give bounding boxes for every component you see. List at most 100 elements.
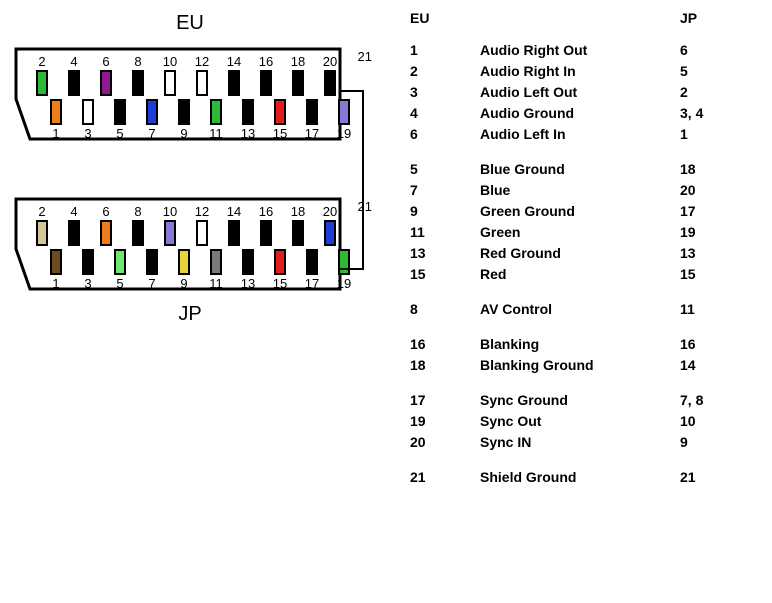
pin: [242, 99, 254, 125]
pin-cell: 11: [202, 249, 230, 290]
pin-number: 12: [195, 205, 209, 218]
pin-cell: 18: [284, 205, 312, 246]
cell-signal: Sync Out: [480, 411, 680, 432]
pin-cell: 15: [266, 99, 294, 140]
pin-number: 6: [102, 55, 109, 68]
pinout-table: EU JP 1Audio Right Out62Audio Right In53…: [410, 10, 762, 488]
cell-eu: 9: [410, 201, 480, 222]
table-row: 16Blanking16: [410, 334, 762, 355]
pin-number: 11: [209, 127, 223, 140]
eu-connector: 2468101214161820 135791113151719 21: [10, 39, 350, 149]
pin: [146, 249, 158, 275]
cell-jp: 2: [680, 82, 730, 103]
cell-eu: 21: [410, 467, 480, 488]
table-body: 1Audio Right Out62Audio Right In53Audio …: [410, 40, 762, 488]
cell-jp: 20: [680, 180, 730, 201]
cell-eu: 11: [410, 222, 480, 243]
pin: [164, 70, 176, 96]
cell-signal: Audio Left In: [480, 124, 680, 145]
pin-number: 19: [337, 277, 351, 290]
pin-cell: 6: [92, 205, 120, 246]
pin-number: 9: [180, 277, 187, 290]
pin-number: 7: [148, 277, 155, 290]
cell-signal: Sync IN: [480, 432, 680, 453]
group-gap: [410, 320, 762, 334]
pin: [132, 220, 144, 246]
pin-number: 15: [273, 127, 287, 140]
group-gap: [410, 145, 762, 159]
cell-eu: 8: [410, 299, 480, 320]
pin-cell: 2: [28, 205, 56, 246]
pin-number: 11: [209, 277, 223, 290]
cell-signal: Blanking Ground: [480, 355, 680, 376]
pin-number: 7: [148, 127, 155, 140]
pin-cell: 14: [220, 205, 248, 246]
hdr-sig: [480, 10, 680, 26]
pin-cell: 4: [60, 55, 88, 96]
pin-number: 13: [241, 127, 255, 140]
pin: [114, 249, 126, 275]
pin-cell: 9: [170, 99, 198, 140]
pin-cell: 12: [188, 205, 216, 246]
jp-label: JP: [10, 303, 370, 326]
pin-cell: 18: [284, 55, 312, 96]
pin-number: 13: [241, 277, 255, 290]
table-row: 9Green Ground17: [410, 201, 762, 222]
cell-jp: 15: [680, 264, 730, 285]
pin: [36, 70, 48, 96]
cell-signal: Audio Ground: [480, 103, 680, 124]
cell-jp: 11: [680, 299, 730, 320]
pin-number: 5: [116, 127, 123, 140]
pin: [178, 249, 190, 275]
cell-eu: 3: [410, 82, 480, 103]
cell-jp: 13: [680, 243, 730, 264]
pin: [100, 70, 112, 96]
pin: [306, 99, 318, 125]
hdr-jp: JP: [680, 10, 730, 26]
pin-number: 2: [38, 55, 45, 68]
pin-number: 18: [291, 55, 305, 68]
cell-eu: 7: [410, 180, 480, 201]
cell-eu: 20: [410, 432, 480, 453]
table-row: 15Red15: [410, 264, 762, 285]
table-header: EU JP: [410, 10, 762, 26]
group-gap: [410, 285, 762, 299]
pin-number: 15: [273, 277, 287, 290]
cell-signal: Green Ground: [480, 201, 680, 222]
cell-signal: Green: [480, 222, 680, 243]
pin: [260, 220, 272, 246]
pin-number: 16: [259, 205, 273, 218]
cell-jp: 1: [680, 124, 730, 145]
cell-eu: 2: [410, 61, 480, 82]
table-row: 11Green19: [410, 222, 762, 243]
eu-pin21-label: 21: [358, 49, 372, 64]
pin-number: 6: [102, 205, 109, 218]
main-layout: EU 2468101214161820 135791113151719 21 2…: [10, 10, 762, 488]
pin-cell: 5: [106, 249, 134, 290]
table-row: 21Shield Ground21: [410, 467, 762, 488]
cell-signal: Sync Ground: [480, 390, 680, 411]
table-row: 7Blue20: [410, 180, 762, 201]
cell-eu: 4: [410, 103, 480, 124]
pin-cell: 17: [298, 99, 326, 140]
pin-number: 2: [38, 205, 45, 218]
cell-jp: 6: [680, 40, 730, 61]
pin-cell: 5: [106, 99, 134, 140]
pin: [210, 99, 222, 125]
pin: [36, 220, 48, 246]
table-row: 20Sync IN9: [410, 432, 762, 453]
pin-cell: 1: [42, 99, 70, 140]
pin-cell: 11: [202, 99, 230, 140]
cell-jp: 14: [680, 355, 730, 376]
pin-cell: 8: [124, 205, 152, 246]
pin: [68, 70, 80, 96]
cell-signal: Blue Ground: [480, 159, 680, 180]
pin-cell: 7: [138, 249, 166, 290]
cell-signal: AV Control: [480, 299, 680, 320]
table-row: 1Audio Right Out6: [410, 40, 762, 61]
pin-cell: 17: [298, 249, 326, 290]
cell-jp: 17: [680, 201, 730, 222]
cell-jp: 3, 4: [680, 103, 730, 124]
group-gap: [410, 453, 762, 467]
cell-signal: Audio Right In: [480, 61, 680, 82]
